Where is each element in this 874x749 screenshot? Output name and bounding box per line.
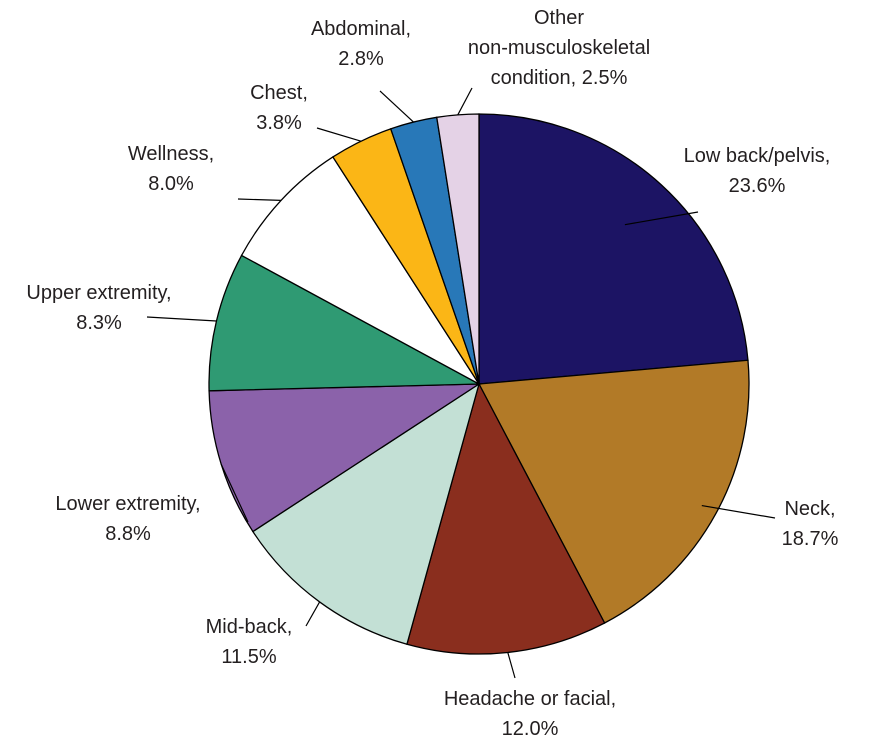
slice-label-line-mid-back: Mid-back, bbox=[206, 616, 293, 638]
leader-line-upper-extremity bbox=[146, 316, 217, 322]
leader-line-abdominal bbox=[379, 90, 414, 123]
slice-label-low-back-pelvis: Low back/pelvis, 23.6% bbox=[684, 145, 831, 197]
slice-label-chest: Chest, 3.8% bbox=[250, 82, 308, 134]
leader-line-mid-back bbox=[305, 601, 321, 627]
slice-label-neck: Neck, 18.7% bbox=[782, 498, 839, 550]
leader-line-neck bbox=[701, 504, 776, 519]
slice-upper-extremity bbox=[208, 254, 482, 392]
slice-label-line-neck: 18.7% bbox=[782, 528, 839, 550]
leader-line-low-back-pelvis bbox=[624, 211, 699, 226]
slice-label-line-abdominal: Abdominal, bbox=[311, 18, 411, 40]
slice-neck bbox=[477, 359, 750, 624]
slice-label-headache-or-facial: Headache or facial, 12.0% bbox=[444, 688, 616, 740]
slices-layer bbox=[208, 113, 750, 655]
slice-label-line-mid-back: 11.5% bbox=[221, 646, 276, 668]
slice-label-line-upper-extremity: Upper extremity, bbox=[26, 282, 171, 304]
slice-label-line-wellness: Wellness, bbox=[128, 143, 214, 165]
slice-label-line-abdominal: 2.8% bbox=[338, 48, 384, 70]
slice-label-lower-extremity: Lower extremity, 8.8% bbox=[55, 493, 200, 545]
slice-label-line-neck: Neck, bbox=[784, 498, 835, 520]
leader-line-other-non-musculoskeletal-condition bbox=[457, 87, 473, 116]
slice-label-abdominal: Abdominal, 2.8% bbox=[311, 18, 411, 70]
slice-label-line-other-non-musculoskeletal-condition: non-musculoskeletal bbox=[468, 37, 650, 59]
slice-label-line-chest: Chest, bbox=[250, 82, 308, 104]
leader-line-chest bbox=[316, 127, 362, 142]
leader-line-wellness bbox=[237, 198, 282, 202]
slice-label-line-other-non-musculoskeletal-condition: Other bbox=[534, 7, 584, 29]
slice-label-other-non-musculoskeletal-condition: Other non-musculoskeletal condition, 2.5% bbox=[468, 7, 650, 89]
slice-other-non-musculoskeletal-condition bbox=[436, 113, 480, 385]
slice-label-wellness: Wellness, 8.0% bbox=[128, 143, 214, 195]
slice-label-line-lower-extremity: Lower extremity, bbox=[55, 493, 200, 515]
slice-label-line-lower-extremity: 8.8% bbox=[105, 523, 151, 545]
slice-label-mid-back: Mid-back, 11.5% bbox=[206, 616, 293, 668]
labels-layer: Low back/pelvis, 23.6% Neck, 18.7% Headache … bbox=[26, 7, 838, 740]
slice-label-line-low-back-pelvis: Low back/pelvis, bbox=[684, 145, 831, 167]
leader-line-headache-or-facial bbox=[507, 652, 516, 679]
slice-headache-or-facial bbox=[406, 382, 606, 655]
leader-lines-layer bbox=[146, 87, 776, 679]
slice-label-line-chest: 3.8% bbox=[256, 112, 302, 134]
slice-label-line-wellness: 8.0% bbox=[148, 173, 194, 195]
slice-label-line-low-back-pelvis: 23.6% bbox=[729, 175, 786, 197]
slice-low-back-pelvis bbox=[478, 113, 749, 385]
slice-label-line-headache-or-facial: Headache or facial, bbox=[444, 688, 616, 710]
slice-mid-back bbox=[251, 382, 481, 646]
slice-label-line-upper-extremity: 8.3% bbox=[76, 312, 122, 334]
leader-line-lower-extremity bbox=[220, 463, 249, 523]
slice-label-upper-extremity: Upper extremity, 8.3% bbox=[26, 282, 171, 334]
slice-label-line-other-non-musculoskeletal-condition: condition, 2.5% bbox=[491, 67, 628, 89]
slice-label-line-headache-or-facial: 12.0% bbox=[502, 718, 559, 740]
